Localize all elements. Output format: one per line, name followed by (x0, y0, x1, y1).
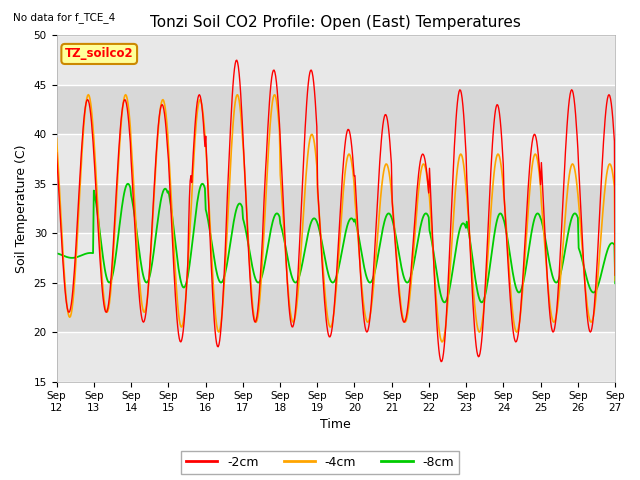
Y-axis label: Soil Temperature (C): Soil Temperature (C) (15, 144, 28, 273)
X-axis label: Time: Time (321, 419, 351, 432)
Bar (56, 184, 615, 233)
Bar (56, 134, 615, 184)
Text: TZ_soilco2: TZ_soilco2 (65, 48, 134, 60)
Title: Tonzi Soil CO2 Profile: Open (East) Temperatures: Tonzi Soil CO2 Profile: Open (East) Temp… (150, 15, 522, 30)
Legend: -2cm, -4cm, -8cm: -2cm, -4cm, -8cm (181, 451, 459, 474)
Text: No data for f_TCE_4: No data for f_TCE_4 (13, 12, 115, 23)
Bar (56, 36, 615, 85)
Bar (56, 85, 615, 134)
Bar (56, 283, 615, 332)
Bar (56, 332, 615, 382)
Bar (56, 233, 615, 283)
